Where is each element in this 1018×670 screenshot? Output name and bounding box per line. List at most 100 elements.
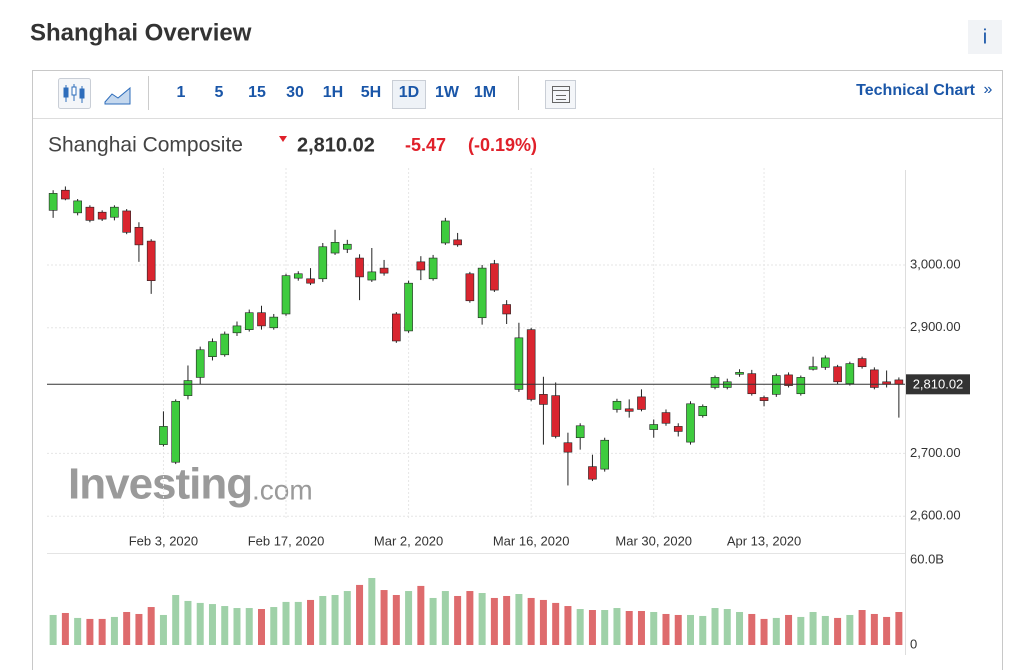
- volume-bar: [331, 594, 339, 645]
- candle-body: [857, 358, 867, 368]
- timeframe-button[interactable]: 1D: [399, 84, 419, 101]
- instrument-name: Shanghai Composite: [48, 134, 243, 157]
- volume-bar: [196, 602, 204, 645]
- volume-bar: [270, 607, 278, 645]
- candle-body: [159, 426, 168, 445]
- volume-bar: [74, 617, 82, 645]
- candle-body: [502, 304, 511, 315]
- volume-bar: [748, 613, 756, 645]
- volume-bar: [245, 608, 253, 645]
- volume-bar: [772, 617, 780, 645]
- candle-body: [771, 375, 781, 395]
- y-tick-label: 2,600.00: [910, 508, 961, 523]
- candle-body: [821, 357, 830, 368]
- timeframe-button[interactable]: 5: [215, 84, 224, 101]
- timeframe-button[interactable]: 1W: [435, 84, 460, 101]
- candle-body: [600, 439, 610, 470]
- candle-body: [894, 379, 904, 385]
- timeframe-button[interactable]: 1: [177, 84, 186, 101]
- candle-body: [428, 257, 438, 280]
- volume-bar: [159, 614, 167, 645]
- volume-bar: [588, 610, 596, 645]
- volume-bar: [834, 617, 842, 645]
- volume-bar: [319, 595, 327, 645]
- candle-body: [73, 200, 82, 214]
- candle-body: [330, 242, 340, 254]
- info-button[interactable]: [968, 20, 1002, 54]
- volume-bar: [576, 609, 584, 645]
- candle-body: [833, 366, 842, 383]
- watermark-suffix: .com: [252, 474, 313, 505]
- volume-bar: [846, 614, 854, 645]
- candle-body: [490, 263, 499, 291]
- timeframe-button[interactable]: 15: [248, 84, 266, 101]
- candle-body: [85, 206, 95, 221]
- candle-body: [784, 374, 793, 386]
- candle-body: [698, 406, 708, 417]
- candle-body: [367, 271, 377, 281]
- volume-bar: [821, 615, 829, 645]
- volume-bar: [172, 594, 180, 645]
- timeframe-button[interactable]: 1H: [323, 84, 343, 101]
- candle-body: [171, 400, 180, 463]
- x-tick-label: Mar 2, 2020: [374, 533, 443, 548]
- volume-bar: [208, 604, 216, 645]
- timeframe-button[interactable]: 5H: [361, 84, 381, 101]
- volume-bar: [380, 590, 388, 645]
- volume-bar: [282, 601, 290, 645]
- candle-body: [441, 220, 450, 244]
- volume-bar: [221, 606, 229, 645]
- volume-bar: [294, 601, 302, 645]
- volume-bar: [711, 608, 719, 645]
- candle-body: [61, 189, 70, 200]
- info-icon[interactable]: i: [983, 26, 987, 48]
- candle-body: [208, 341, 217, 357]
- candle-body: [195, 349, 205, 378]
- line-icon[interactable]: [104, 86, 131, 105]
- volume-bar: [61, 612, 69, 645]
- volume-bar: [258, 609, 265, 645]
- volume-bar: [429, 597, 437, 645]
- volume-bar: [86, 618, 94, 645]
- volume-bar: [343, 591, 351, 645]
- price-change-pct: (-0.19%): [468, 135, 537, 155]
- volume-tick-label: 60.0B: [910, 551, 944, 566]
- candle-body: [845, 363, 855, 384]
- candle-body: [293, 273, 303, 279]
- candle-body: [588, 466, 597, 480]
- active-timeframe[interactable]: [392, 80, 426, 109]
- volume-bar: [552, 602, 560, 645]
- candle-body: [342, 243, 352, 250]
- volume-bar: [613, 608, 621, 645]
- candle-body: [612, 400, 622, 410]
- technical-chart-link[interactable]: Technical Chart: [856, 82, 976, 99]
- candle-body: [575, 425, 585, 439]
- volume-bar: [478, 593, 486, 645]
- volume-bar: [123, 611, 131, 645]
- timeframe-button[interactable]: 30: [286, 84, 304, 101]
- volume-bar: [515, 594, 523, 645]
- volume-bar: [98, 618, 106, 645]
- calendar-button[interactable]: [545, 80, 576, 109]
- candle-body: [122, 210, 131, 233]
- volume-bar: [147, 607, 155, 645]
- volume-bar: [883, 616, 891, 645]
- candle-body: [146, 240, 156, 281]
- volume-bar: [662, 613, 670, 645]
- link-arrow[interactable]: »: [984, 81, 993, 98]
- volume-bar: [405, 591, 413, 645]
- volume-bar: [564, 606, 572, 645]
- down-arrow: [279, 136, 287, 142]
- volume-bar: [417, 585, 425, 645]
- candle-body: [244, 312, 254, 330]
- volume-bar: [760, 618, 768, 645]
- volume-bar: [736, 611, 744, 645]
- timeframe-button[interactable]: 1M: [474, 84, 496, 101]
- volume-bar: [601, 610, 609, 645]
- x-tick-label: Mar 30, 2020: [615, 533, 692, 548]
- candle-body: [355, 257, 364, 278]
- price-tag-label: 2,810.02: [913, 377, 964, 392]
- candle-body: [551, 395, 560, 437]
- watermark-brand: Investing: [68, 460, 252, 509]
